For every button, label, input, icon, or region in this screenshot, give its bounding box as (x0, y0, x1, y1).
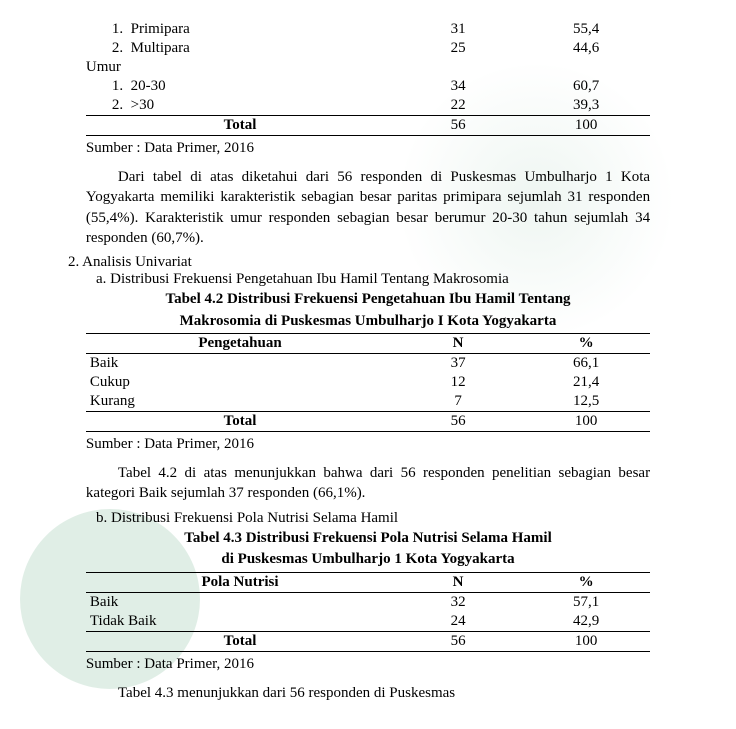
table-row: Kurang 7 12,5 (86, 392, 650, 412)
table-total-row: Total 56 100 (86, 631, 650, 651)
row-label: >30 (131, 97, 154, 113)
table-header-row: Pola Nutrisi N % (86, 572, 650, 592)
row-idx: 2. (112, 97, 123, 113)
table-43-title-line2: di Puskesmas Umbulharjo 1 Kota Yogyakart… (86, 550, 650, 570)
total-label: Total (86, 412, 394, 432)
table-42-title-line2: Makrosomia di Puskesmas Umbulharjo I Kot… (86, 312, 650, 332)
table-group-row: Umur (86, 58, 650, 77)
table-row: 2. Multipara 25 44,6 (86, 39, 650, 58)
row-label: Kurang (86, 392, 394, 412)
table-43: Pola Nutrisi N % Baik 32 57,1 Tidak Baik… (86, 572, 650, 652)
total-n: 56 (394, 116, 522, 136)
row-label: Baik (86, 592, 394, 612)
row-n: 25 (394, 39, 522, 58)
row-idx: 2. (112, 40, 123, 56)
row-pct: 12,5 (522, 392, 650, 412)
table-43-title-line1: Tabel 4.3 Distribusi Frekuensi Pola Nutr… (86, 529, 650, 549)
row-idx: 1. (112, 21, 123, 37)
row-pct: 42,9 (522, 612, 650, 632)
para-42: Tabel 4.2 di atas menunjukkan bahwa dari… (86, 463, 650, 504)
row-idx: 1. (112, 78, 123, 94)
row-label: Baik (86, 354, 394, 374)
table-row: Baik 37 66,1 (86, 354, 650, 374)
list-item-2a: a. Distribusi Frekuensi Pengetahuan Ibu … (96, 271, 696, 288)
table-row: Baik 32 57,1 (86, 592, 650, 612)
row-pct: 44,6 (522, 39, 650, 58)
row-pct: 39,3 (522, 96, 650, 116)
row-pct: 57,1 (522, 592, 650, 612)
table-total-row: Total 56 100 (86, 412, 650, 432)
total-n: 56 (394, 631, 522, 651)
row-n: 34 (394, 77, 522, 96)
table-41-partial: 1. Primipara 31 55,4 2. Multipara 25 44,… (86, 20, 650, 136)
th-n: N (394, 572, 522, 592)
list-item-2b: b. Distribusi Frekuensi Pola Nutrisi Sel… (96, 510, 696, 527)
table-42: Pengetahuan N % Baik 37 66,1 Cukup 12 21… (86, 333, 650, 432)
table-42-title-line1: Tabel 4.2 Distribusi Frekuensi Pengetahu… (86, 290, 650, 310)
table-row: 1. Primipara 31 55,4 (86, 20, 650, 39)
row-pct: 21,4 (522, 373, 650, 392)
table-row: Tidak Baik 24 42,9 (86, 612, 650, 632)
th-pct: % (522, 572, 650, 592)
para-43-cut: Tabel 4.3 menunjukkan dari 56 responden … (86, 683, 650, 703)
row-n: 32 (394, 592, 522, 612)
th-pct: % (522, 334, 650, 354)
row-label: Multipara (131, 40, 190, 56)
table-row: 1. 20-30 34 60,7 (86, 77, 650, 96)
row-n: 24 (394, 612, 522, 632)
total-pct: 100 (522, 412, 650, 432)
row-n: 22 (394, 96, 522, 116)
row-label: 20-30 (131, 78, 166, 94)
row-pct: 66,1 (522, 354, 650, 374)
table-row: 2. >30 22 39,3 (86, 96, 650, 116)
th-pola: Pola Nutrisi (86, 572, 394, 592)
group-label: Umur (86, 58, 394, 77)
row-n: 12 (394, 373, 522, 392)
table-43-source: Sumber : Data Primer, 2016 (86, 656, 650, 673)
total-label: Total (86, 631, 394, 651)
total-pct: 100 (522, 116, 650, 136)
table-header-row: Pengetahuan N % (86, 334, 650, 354)
row-pct: 55,4 (522, 20, 650, 39)
list-item-2: 2. Analisis Univariat (68, 254, 696, 271)
row-n: 7 (394, 392, 522, 412)
total-pct: 100 (522, 631, 650, 651)
table-total-row: Total 56 100 (86, 116, 650, 136)
row-label: Cukup (86, 373, 394, 392)
th-n: N (394, 334, 522, 354)
row-n: 37 (394, 354, 522, 374)
row-n: 31 (394, 20, 522, 39)
para-41: Dari tabel di atas diketahui dari 56 res… (86, 167, 650, 248)
total-n: 56 (394, 412, 522, 432)
row-label: Primipara (131, 21, 190, 37)
total-label: Total (86, 116, 394, 136)
table-42-source: Sumber : Data Primer, 2016 (86, 436, 650, 453)
row-pct: 60,7 (522, 77, 650, 96)
th-pengetahuan: Pengetahuan (86, 334, 394, 354)
table-41-source: Sumber : Data Primer, 2016 (86, 140, 650, 157)
row-label: Tidak Baik (86, 612, 394, 632)
table-row: Cukup 12 21,4 (86, 373, 650, 392)
